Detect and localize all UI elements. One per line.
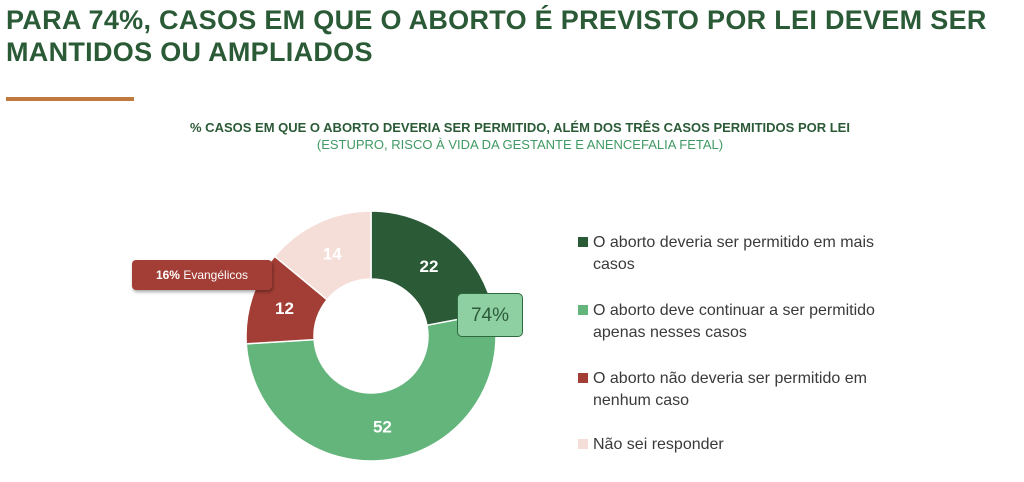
legend-item-more-cases: O aborto deveria ser permitido em mais c…	[578, 232, 908, 276]
legend-label: O aborto deve continuar a ser permitido …	[593, 302, 875, 341]
evangelicos-callout: 16% Evangélicos	[132, 260, 272, 290]
legend-label: O aborto não deveria ser permitido em ne…	[593, 370, 867, 409]
slice-value-label: 12	[275, 299, 294, 318]
legend-swatch	[578, 373, 588, 383]
legend-label: Não sei responder	[593, 436, 724, 453]
slice-value-label: 52	[373, 417, 392, 436]
page-title: PARA 74%, CASOS EM QUE O ABORTO É PREVIS…	[6, 5, 987, 67]
legend-swatch	[578, 439, 588, 449]
chart-subtitle: (ESTUPRO, RISCO À VIDA DA GESTANTE E ANE…	[316, 137, 724, 152]
legend-swatch	[578, 237, 588, 247]
slice-value-label: 14	[323, 245, 342, 264]
evangelicos-label: Evangélicos	[183, 268, 249, 282]
evangelicos-value: 16%	[155, 268, 180, 282]
title-underline	[6, 97, 134, 101]
legend-item-dont-know: Não sei responder	[578, 434, 724, 456]
legend-item-no-case: O aborto não deveria ser permitido em ne…	[578, 368, 908, 412]
total-callout: 74%	[457, 293, 523, 337]
slice-keep-cases	[245, 311, 497, 462]
legend-swatch	[578, 305, 588, 315]
legend-label: O aborto deveria ser permitido em mais c…	[593, 234, 874, 273]
slice-value-label: 22	[420, 257, 439, 276]
legend-item-keep-cases: O aborto deve continuar a ser permitido …	[578, 300, 908, 344]
chart-title: % CASOS EM QUE O ABORTO DEVERIA SER PERM…	[190, 120, 850, 135]
slice-dont-know	[273, 210, 372, 301]
